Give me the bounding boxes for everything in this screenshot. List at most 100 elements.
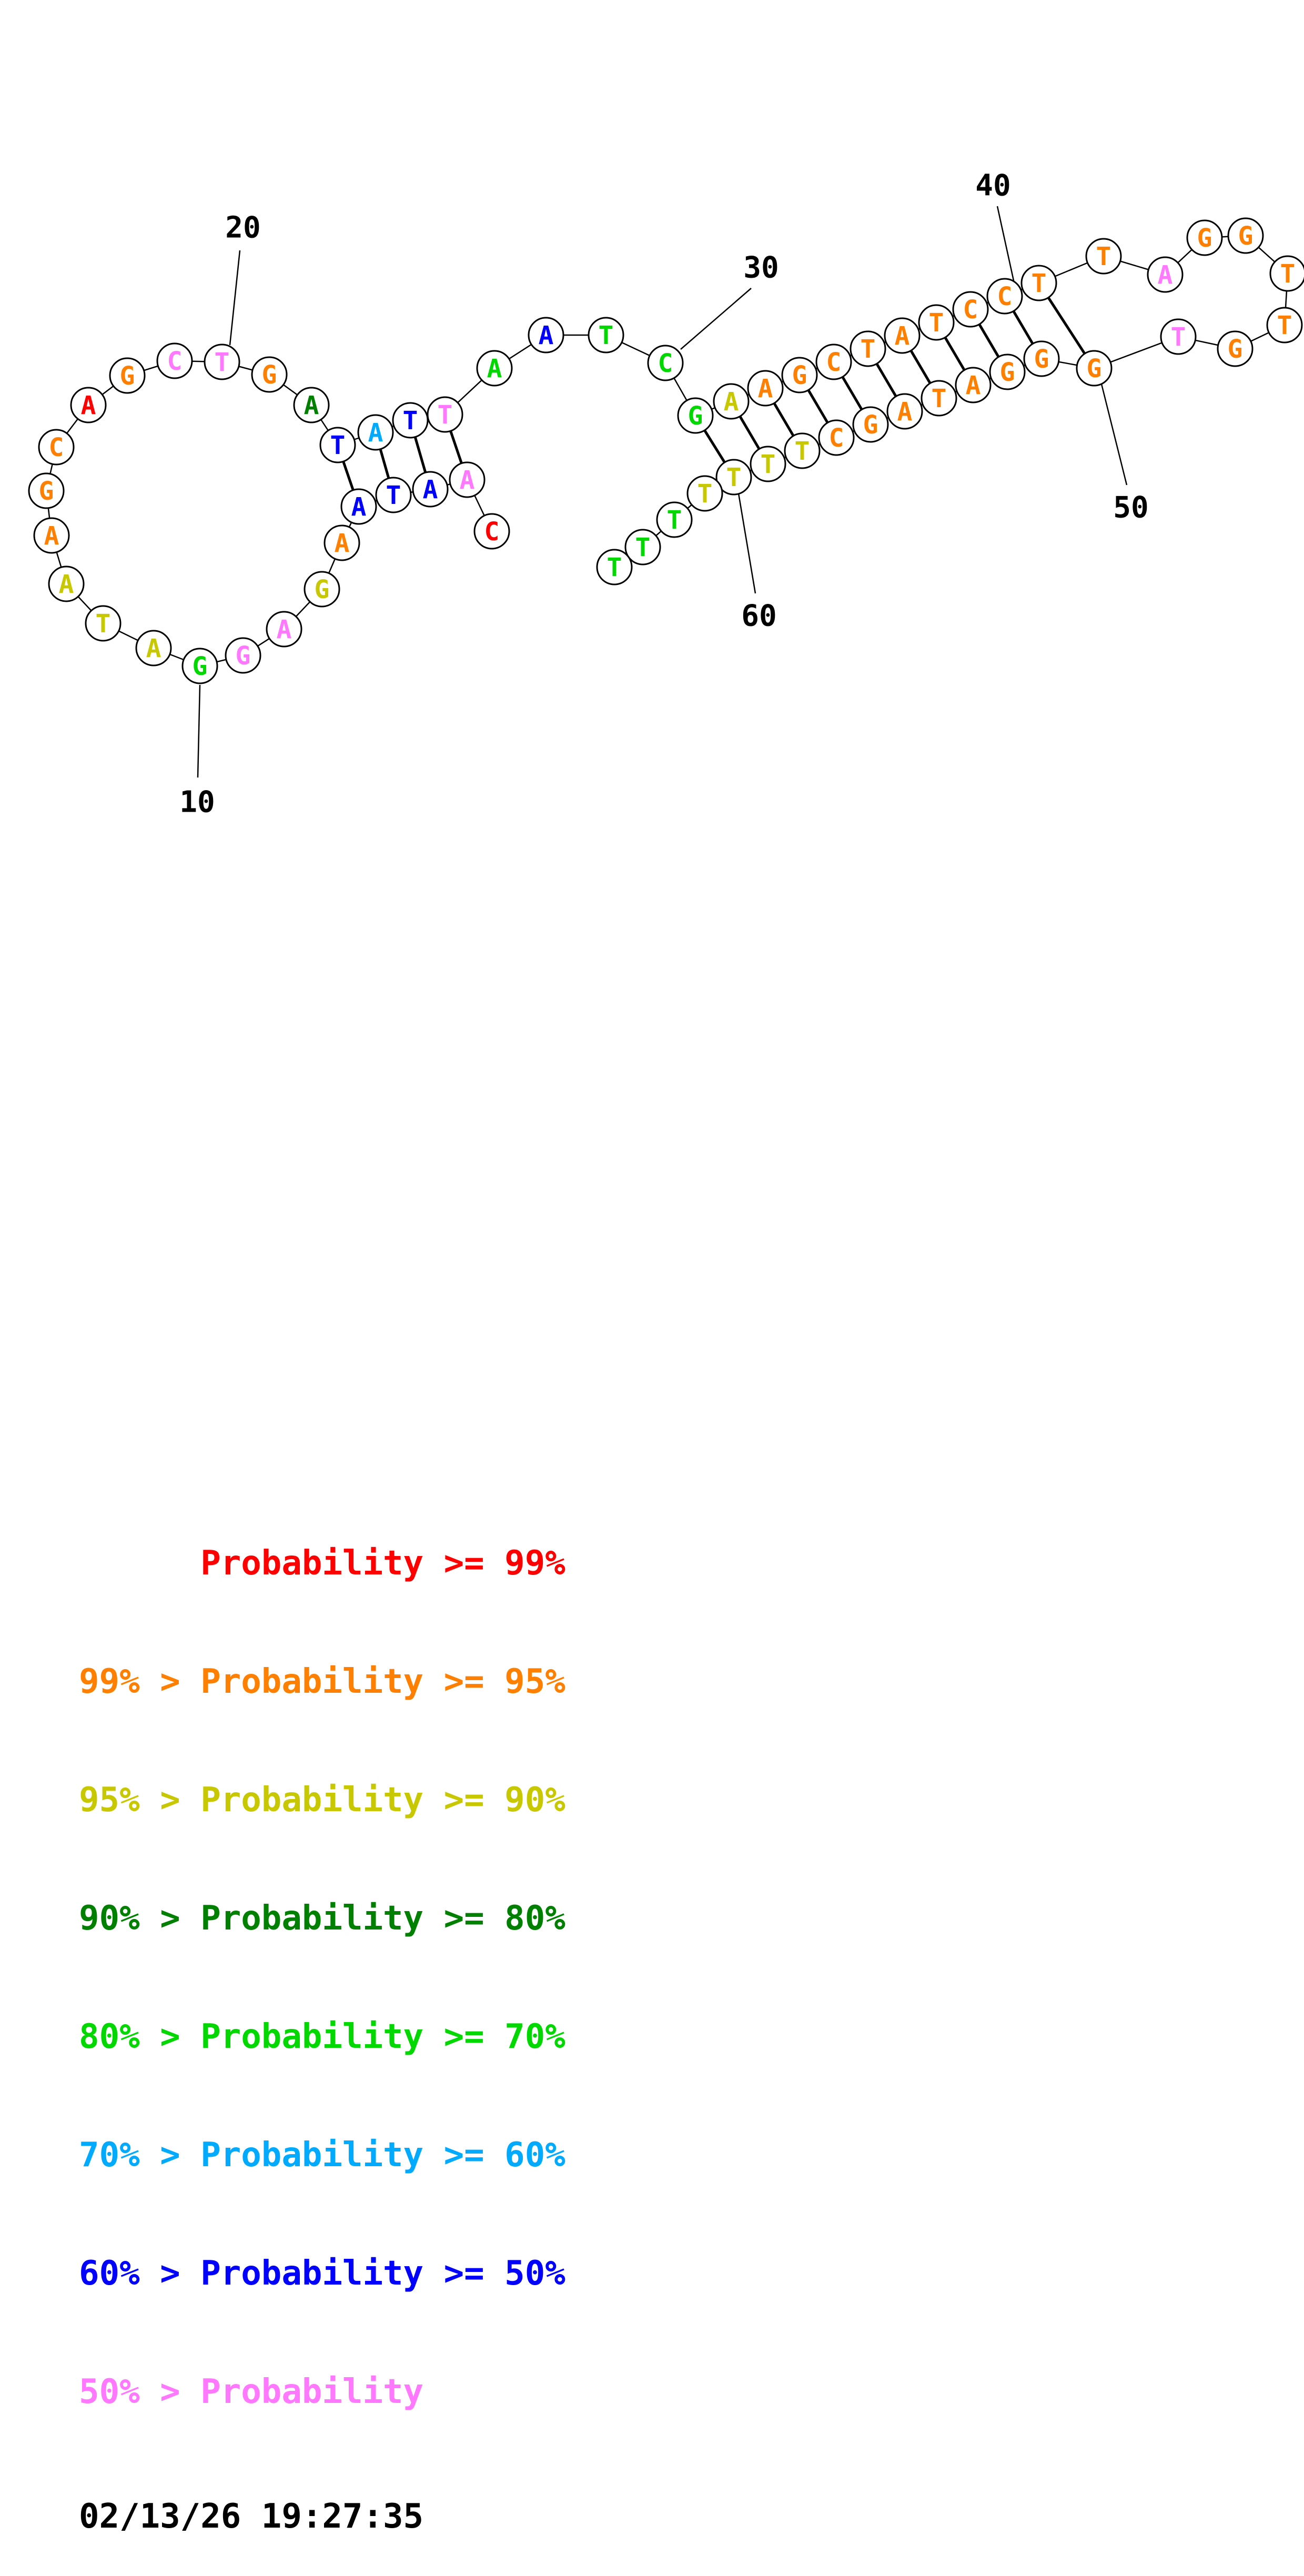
nucleotide-base-56: G (863, 410, 878, 440)
nucleotide-circle-39 (952, 291, 989, 328)
nucleotide-circle-29 (588, 317, 624, 353)
nucleotide-base-62: T (667, 506, 682, 535)
nucleotide-base-31: G (688, 401, 703, 431)
legend-line-50: 60% > Probability >= 50% (79, 2254, 565, 2293)
position-label-40: 40 (975, 169, 1010, 203)
nucleotide-base-29: T (599, 321, 614, 350)
nucleotide-base-32: A (724, 387, 739, 417)
nucleotide-circle-49 (1160, 318, 1197, 355)
nucleotide-base-63: T (635, 533, 651, 562)
nucleotide-circle-5 (340, 488, 377, 525)
probability-legend: Probability >= 99% 99% > Probability >= … (79, 1465, 565, 2576)
nucleotide-base-59: T (761, 450, 776, 479)
position-label-line (1100, 383, 1128, 486)
nucleotide-base-48: G (1228, 335, 1243, 364)
nucleotide-circle-2 (449, 461, 486, 498)
nucleotide-base-25: T (403, 406, 418, 436)
nucleotide-circle-47 (1266, 307, 1303, 344)
nucleotide-circle-7 (304, 571, 340, 608)
nucleotide-base-6: A (335, 529, 350, 558)
position-label-line (680, 288, 752, 350)
nucleotide-circle-56 (852, 406, 889, 443)
nucleotide-base-50: G (1087, 354, 1102, 383)
nucleotide-base-26: T (438, 400, 453, 430)
nucleotide-base-43: A (1158, 260, 1173, 290)
position-label-line (229, 250, 241, 346)
nucleotide-circle-37 (884, 317, 921, 354)
nucleotide-circle-8 (266, 611, 302, 648)
nucleotide-circle-12 (85, 605, 122, 642)
nucleotide-base-22: A (304, 391, 319, 420)
nucleotide-circle-50 (1076, 350, 1113, 387)
nucleotide-circle-62 (656, 501, 693, 538)
nucleotide-base-21: G (262, 360, 277, 390)
position-label-30: 30 (743, 251, 779, 285)
nucleotide-base-60: T (726, 463, 742, 492)
nucleotide-base-52: G (1000, 358, 1015, 387)
legend-line-70: 80% > Probability >= 70% (79, 2017, 565, 2056)
nucleotide-base-24: A (368, 418, 383, 448)
nucleotide-base-9: G (236, 641, 251, 671)
nucleotide-circle-60 (715, 459, 752, 496)
nucleotide-base-35: C (826, 348, 842, 377)
position-label-line (737, 493, 756, 594)
nucleotide-base-18: G (120, 361, 135, 391)
nucleotide-circle-30 (647, 345, 684, 381)
nucleotide-base-39: C (963, 295, 978, 325)
nucleotide-circle-53 (955, 367, 992, 403)
nucleotide-circle-25 (392, 402, 429, 439)
nucleotide-base-15: G (39, 477, 54, 506)
nucleotide-base-54: T (932, 384, 947, 413)
nucleotide-circle-43 (1147, 256, 1184, 293)
nucleotide-circle-58 (784, 432, 821, 469)
nucleotide-base-5: A (351, 492, 367, 522)
nucleotide-base-61: T (698, 479, 713, 509)
nucleotide-base-8: A (277, 615, 292, 644)
nucleotide-base-33: A (758, 374, 773, 403)
nucleotide-base-14: A (44, 521, 59, 551)
nucleotide-circle-57 (818, 419, 855, 456)
nucleotide-circle-21 (251, 356, 288, 393)
nucleotide-circle-17 (70, 387, 107, 423)
timestamp: 02/13/26 19:27:35 (79, 2497, 424, 2536)
nucleotide-circle-16 (38, 429, 75, 466)
nucleotide-base-57: C (829, 423, 844, 453)
nucleotide-base-51: G (1034, 345, 1049, 374)
nucleotide-base-44: G (1197, 224, 1212, 253)
nucleotide-circle-1 (473, 513, 510, 550)
nucleotide-base-53: A (966, 371, 981, 400)
position-label-60: 60 (741, 599, 776, 633)
nucleotide-circle-40 (986, 278, 1023, 315)
nucleotide-circle-35 (815, 344, 852, 380)
nucleotide-base-40: C (997, 282, 1013, 311)
position-label-20: 20 (225, 211, 260, 245)
nucleotide-circle-52 (989, 353, 1026, 390)
nucleotide-base-16: C (49, 433, 64, 462)
nucleotide-base-10: G (193, 652, 208, 681)
nucleotide-base-47: T (1277, 311, 1292, 340)
nucleotide-base-64: T (607, 553, 622, 582)
position-label-line (996, 206, 1015, 284)
position-label-50: 50 (1113, 491, 1148, 525)
nucleotide-circle-54 (921, 380, 957, 417)
nucleotide-circle-3 (412, 471, 449, 508)
nucleotide-circle-32 (713, 383, 750, 420)
nucleotide-circle-4 (375, 477, 412, 513)
nucleotide-circle-45 (1227, 217, 1264, 254)
nucleotide-circle-38 (918, 304, 955, 341)
nucleotide-base-55: A (897, 397, 913, 427)
legend-line-60: 70% > Probability >= 60% (79, 2136, 565, 2175)
nucleotide-circle-22 (293, 387, 330, 423)
nucleotide-circle-64 (596, 549, 633, 585)
nucleotide-circle-61 (686, 475, 723, 512)
nucleotide-base-58: T (795, 437, 810, 466)
nucleotide-circle-10 (181, 648, 218, 684)
nucleotide-circle-59 (750, 446, 786, 482)
nucleotide-base-38: T (929, 308, 944, 338)
nucleotide-circle-9 (225, 637, 261, 674)
nucleotide-base-11: A (146, 634, 161, 663)
nucleotide-base-3: A (423, 475, 438, 504)
